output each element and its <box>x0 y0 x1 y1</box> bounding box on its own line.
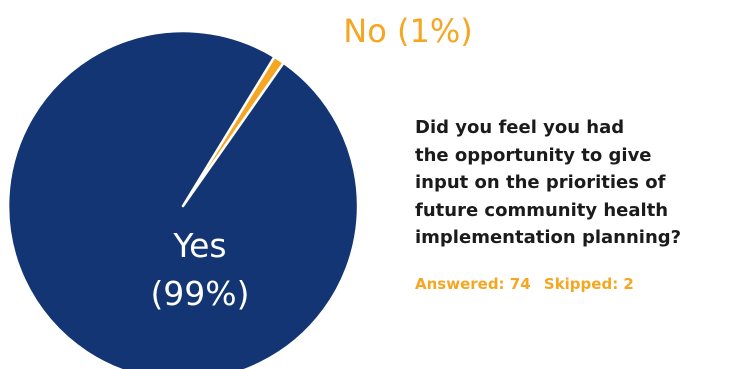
slice-label-yes-percent: (99%) <box>150 274 249 313</box>
answered-count: Answered: 74 <box>415 275 531 293</box>
pie-labels: Yes (99%) No (1%) <box>150 12 472 313</box>
slice-label-yes: Yes <box>172 226 226 265</box>
question-line: implementation planning? <box>415 227 682 248</box>
question-line: input on the priorities of <box>415 172 666 193</box>
pie-slices <box>6 29 360 369</box>
pie-slice-yes <box>6 29 360 369</box>
slice-label-no: No (1%) <box>343 12 472 50</box>
skipped-count: Skipped: 2 <box>543 275 634 293</box>
question-text: Did you feel you had the opportunity to … <box>415 114 735 252</box>
question-line: Did you feel you had <box>415 117 625 138</box>
question-line: future community health <box>415 199 669 221</box>
response-stats: Answered: 74 Skipped: 2 <box>415 275 634 293</box>
question-line: the opportunity to give <box>415 144 652 166</box>
